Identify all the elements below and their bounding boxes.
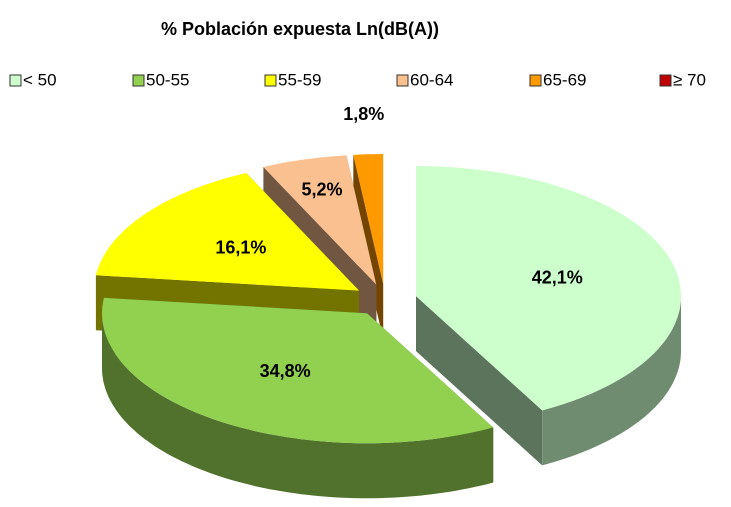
data-label: 16,1% <box>215 238 266 258</box>
legend-swatch <box>529 74 542 87</box>
legend-swatch <box>396 74 409 87</box>
legend-label: 50-55 <box>146 70 189 89</box>
chart-title: % Población expuesta Ln(dB(A)) <box>161 19 439 39</box>
legend-swatch <box>9 74 22 87</box>
data-label: 1,8% <box>343 104 384 124</box>
slice-side <box>416 296 543 466</box>
data-label: 42,1% <box>532 267 583 287</box>
slice <box>102 297 494 444</box>
slice <box>95 173 360 291</box>
data-label: 5,2% <box>302 180 343 200</box>
slice-wall <box>542 296 681 466</box>
legend-label: ≥ 70 <box>673 70 706 89</box>
legend-label: 60-64 <box>410 70 453 89</box>
slice <box>416 166 681 411</box>
legend-swatch <box>132 74 145 87</box>
legend-swatch <box>264 74 277 87</box>
legend-label: < 50 <box>23 70 57 89</box>
data-label: 34,8% <box>260 361 311 381</box>
slice-wall <box>102 313 494 499</box>
legend-label: 65-69 <box>543 70 586 89</box>
slice <box>263 155 377 285</box>
legend-label: 55-59 <box>278 70 321 89</box>
slice <box>353 154 384 284</box>
legend-swatch <box>659 74 672 87</box>
